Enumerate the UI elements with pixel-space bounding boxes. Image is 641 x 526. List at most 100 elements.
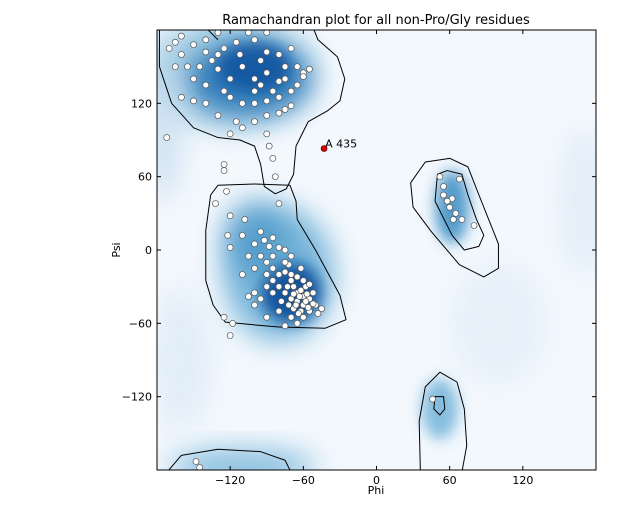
outlier-point bbox=[320, 145, 328, 152]
density-blob bbox=[421, 378, 459, 440]
residue-point bbox=[251, 289, 258, 297]
x-tick-label: 120 bbox=[512, 474, 533, 487]
residue-point bbox=[239, 63, 246, 71]
residue-point bbox=[226, 244, 234, 251]
residue-point bbox=[292, 301, 300, 309]
residue-point bbox=[297, 286, 305, 294]
density-blob bbox=[449, 262, 548, 385]
residue-point bbox=[281, 268, 289, 276]
residue-point bbox=[281, 63, 289, 71]
residue-point bbox=[293, 273, 301, 281]
residue-point bbox=[220, 167, 228, 174]
y-tick-label: 0 bbox=[145, 244, 152, 257]
residue-point bbox=[226, 332, 234, 339]
residue-point bbox=[269, 87, 277, 95]
residue-point bbox=[309, 289, 317, 297]
residue-point bbox=[178, 32, 185, 40]
residue-point bbox=[452, 209, 460, 217]
residue-point bbox=[278, 297, 285, 305]
contour-line bbox=[205, 183, 347, 329]
residue-point bbox=[257, 252, 265, 260]
residue-point bbox=[470, 222, 478, 229]
contour-line bbox=[418, 371, 468, 470]
density-blob bbox=[217, 42, 292, 92]
residue-point bbox=[446, 203, 454, 211]
residue-point bbox=[269, 289, 277, 297]
residue-point bbox=[269, 277, 277, 284]
residue-point bbox=[269, 264, 277, 272]
residue-point bbox=[299, 73, 307, 80]
residue-point bbox=[299, 313, 307, 321]
residue-point bbox=[281, 258, 289, 266]
residue-point bbox=[184, 63, 191, 71]
y-tick-label: 60 bbox=[138, 171, 152, 184]
residue-point bbox=[208, 57, 216, 64]
residue-point bbox=[263, 112, 271, 119]
residue-point bbox=[295, 310, 302, 317]
contour-line bbox=[434, 170, 485, 251]
contours bbox=[158, 30, 499, 470]
residue-point bbox=[263, 313, 271, 321]
residue-point bbox=[190, 41, 197, 49]
contour-line bbox=[433, 396, 446, 416]
residue-point bbox=[265, 142, 273, 150]
density-blob bbox=[157, 286, 212, 434]
residue-point bbox=[226, 75, 234, 83]
x-tick-label: 0 bbox=[373, 474, 380, 487]
residue-point bbox=[287, 102, 295, 110]
residue-point bbox=[260, 236, 268, 244]
residue-point bbox=[449, 216, 457, 223]
residue-point bbox=[275, 77, 283, 85]
residue-point bbox=[251, 240, 258, 248]
residue-point bbox=[296, 293, 304, 300]
residue-point bbox=[226, 212, 234, 220]
y-tick-label: 120 bbox=[131, 97, 152, 110]
residue-point bbox=[265, 242, 273, 250]
density-blob bbox=[559, 127, 596, 275]
residue-point bbox=[284, 283, 291, 291]
x-axis-label: Phi bbox=[368, 484, 385, 497]
residue-point bbox=[232, 38, 240, 46]
residue-point bbox=[287, 252, 295, 260]
residue-point bbox=[436, 173, 444, 181]
residue-point bbox=[220, 87, 228, 95]
residue-point bbox=[275, 109, 283, 117]
density-blob bbox=[157, 54, 182, 202]
residue-point bbox=[271, 173, 279, 181]
residue-point bbox=[314, 310, 322, 317]
residue-point bbox=[257, 295, 265, 303]
residue-point bbox=[281, 246, 289, 254]
residue-point bbox=[196, 63, 204, 71]
residue-point bbox=[263, 283, 271, 291]
plot-area bbox=[157, 30, 596, 470]
residue-point bbox=[190, 97, 197, 105]
residue-point bbox=[202, 81, 210, 89]
residue-point bbox=[302, 297, 310, 305]
residue-point bbox=[220, 44, 228, 52]
residue-point bbox=[281, 106, 289, 113]
residue-point bbox=[236, 51, 244, 58]
residue-point bbox=[251, 99, 258, 107]
residue-point bbox=[290, 283, 297, 291]
residue-point bbox=[306, 65, 313, 73]
contour-line bbox=[158, 30, 346, 195]
residue-point bbox=[214, 65, 222, 73]
residue-point bbox=[239, 124, 246, 132]
residue-point bbox=[275, 51, 283, 58]
contour-line bbox=[207, 30, 219, 41]
residue-point bbox=[269, 252, 277, 260]
residue-point bbox=[239, 271, 246, 278]
residue-point bbox=[303, 290, 311, 298]
y-tick-label: −120 bbox=[122, 391, 152, 404]
residue-point bbox=[263, 30, 271, 36]
residue-point bbox=[214, 30, 222, 36]
residue-point bbox=[275, 271, 283, 278]
residue-point bbox=[281, 75, 289, 83]
residue-point bbox=[287, 277, 295, 284]
residue-point bbox=[293, 319, 301, 327]
residue-point bbox=[290, 290, 297, 298]
x-tick-label: −120 bbox=[215, 474, 245, 487]
residue-point bbox=[318, 305, 325, 313]
residue-point bbox=[299, 277, 307, 284]
